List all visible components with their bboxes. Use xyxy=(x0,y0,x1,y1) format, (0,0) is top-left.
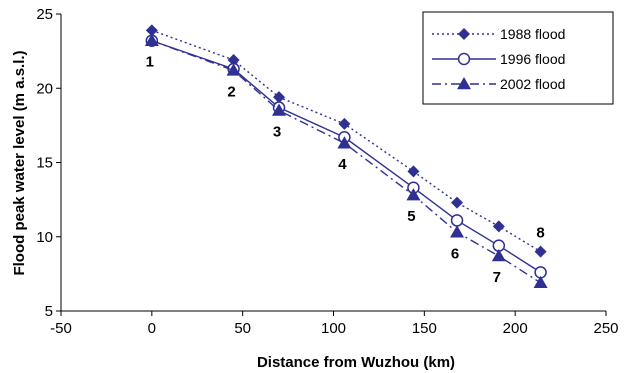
x-tick-label: -50 xyxy=(50,320,72,337)
x-tick-label: 250 xyxy=(593,320,618,337)
legend-label: 1996 flood xyxy=(500,51,565,67)
y-tick-label: 15 xyxy=(36,155,53,172)
legend-marker xyxy=(457,52,471,66)
legend-item: 2002 flood xyxy=(432,76,565,92)
data-point xyxy=(406,188,421,201)
x-tick-label: 150 xyxy=(412,320,437,337)
data-point xyxy=(451,196,464,209)
data-point xyxy=(145,24,158,37)
point-label: 8 xyxy=(536,225,544,242)
data-point xyxy=(273,91,285,104)
series-line xyxy=(151,40,541,273)
data-point xyxy=(337,136,352,149)
series-2002-flood xyxy=(144,33,548,289)
data-point xyxy=(533,275,548,289)
data-point xyxy=(272,103,286,116)
legend-box xyxy=(422,11,614,105)
y-axis-ticks: 5 10 15 20 25 xyxy=(36,6,61,320)
point-label: 2 xyxy=(227,83,235,100)
x-tick-label: 0 xyxy=(148,320,156,337)
x-tick-label: 200 xyxy=(503,320,528,337)
point-labels: 1 2 3 4 5 6 7 8 xyxy=(146,54,545,286)
point-label: 5 xyxy=(407,208,415,225)
y-tick-label: 10 xyxy=(36,229,53,246)
point-label: 6 xyxy=(451,245,459,262)
point-label: 4 xyxy=(338,156,347,173)
data-point xyxy=(450,225,465,238)
data-point xyxy=(144,33,159,46)
x-axis-ticks: -50 0 50 100 150 200 250 xyxy=(50,311,619,337)
y-tick-label: 5 xyxy=(45,303,53,320)
data-point xyxy=(338,117,351,130)
series-1988-flood xyxy=(145,24,547,258)
point-label: 7 xyxy=(493,269,501,286)
y-tick-label: 20 xyxy=(36,80,53,97)
data-point xyxy=(227,54,240,67)
data-point xyxy=(450,214,464,227)
series-line xyxy=(151,29,541,253)
series-1996-flood xyxy=(145,34,547,279)
x-axis-title: Distance from Wuzhou (km) xyxy=(257,354,455,371)
x-tick-label: 100 xyxy=(321,320,346,337)
series-line xyxy=(151,40,541,284)
data-point xyxy=(407,165,420,178)
x-tick-label: 50 xyxy=(234,320,251,337)
legend-label: 1988 flood xyxy=(500,26,565,42)
series-layer xyxy=(144,24,548,289)
data-point xyxy=(492,220,505,233)
data-point xyxy=(491,249,506,262)
legend-marker xyxy=(457,77,471,90)
legend-marker xyxy=(458,28,470,40)
point-label: 1 xyxy=(146,54,154,71)
point-label: 3 xyxy=(273,124,281,141)
legend-items: 1988 flood 1996 flood 2002 flood xyxy=(432,26,565,92)
data-point xyxy=(226,63,241,76)
legend: 1988 flood 1996 flood 2002 flood xyxy=(422,11,614,105)
legend-item: 1996 flood xyxy=(432,51,565,67)
y-tick-label: 25 xyxy=(36,6,53,23)
data-point xyxy=(534,245,547,258)
legend-label: 2002 flood xyxy=(500,76,565,92)
y-axis-title: Flood peak water level (m a.s.l.) xyxy=(11,50,28,275)
legend-item: 1988 flood xyxy=(432,26,565,42)
